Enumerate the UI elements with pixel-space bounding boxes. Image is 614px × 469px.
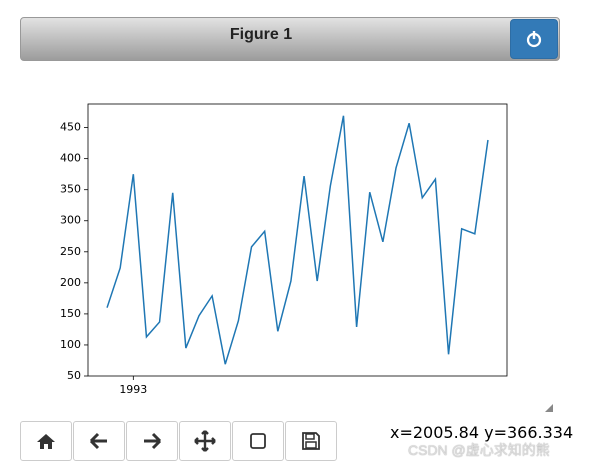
y-tick-label: 100	[60, 338, 81, 351]
y-tick-label: 400	[60, 152, 81, 165]
back-button[interactable]	[73, 421, 125, 461]
toolbar	[20, 421, 338, 461]
home-button[interactable]	[20, 421, 72, 461]
window-title: Figure 1	[229, 26, 293, 43]
y-tick-label: 250	[60, 245, 81, 258]
plot-area	[87, 103, 508, 377]
title-bar: Figure 1	[20, 17, 560, 61]
y-tick-label: 50	[67, 369, 81, 382]
zoom-button[interactable]	[232, 421, 284, 461]
y-tick-label: 150	[60, 307, 81, 320]
y-tick-label: 200	[60, 276, 81, 289]
forward-button[interactable]	[126, 421, 178, 461]
line-series	[106, 115, 489, 365]
x-tick-label: 1993	[119, 383, 147, 396]
save-button[interactable]	[285, 421, 337, 461]
resize-handle	[545, 404, 553, 412]
y-tick-label: 300	[60, 214, 81, 227]
close-button[interactable]	[510, 19, 558, 59]
y-tick-label: 450	[60, 121, 81, 134]
y-tick-label: 350	[60, 183, 81, 196]
watermark: CSDN @虚心求知的熊	[408, 442, 550, 458]
pan-button[interactable]	[179, 421, 231, 461]
status-text: x=2005.84 y=366.334	[390, 423, 574, 442]
